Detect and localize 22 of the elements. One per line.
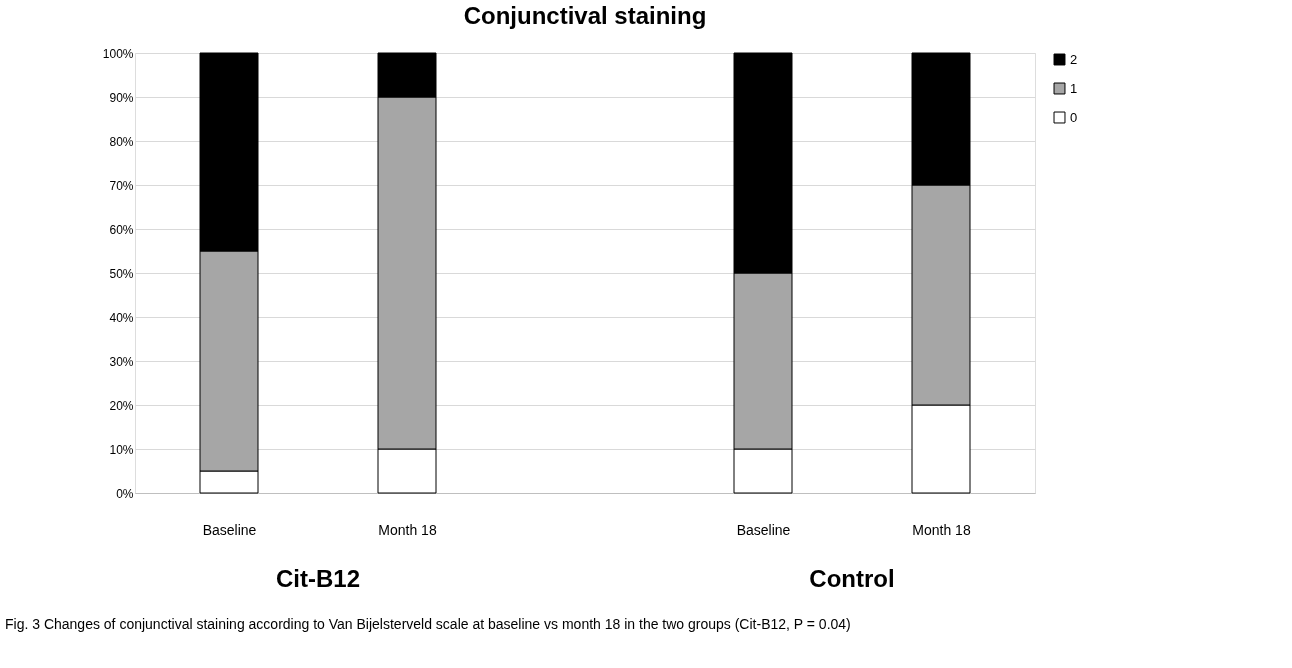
y-tick-label: 20%: [109, 398, 134, 413]
text: Cit-B12: [275, 565, 361, 592]
y-tick-label: 50%: [109, 266, 134, 281]
y-tick-label: 60%: [109, 222, 134, 237]
y-tick-label: 90%: [109, 90, 134, 105]
x-tick-label: Month 18: [912, 521, 971, 538]
x-tick-label: Baseline: [736, 521, 791, 538]
text: Control: [809, 565, 895, 592]
y-tick-label: 100%: [102, 46, 134, 61]
y-tick-label: 0%: [116, 486, 134, 501]
y-tick-label: 80%: [109, 134, 134, 149]
y-tick-label: 70%: [109, 178, 134, 193]
y-tick-label: 30%: [109, 354, 134, 369]
legend-label: 0: [1070, 109, 1078, 125]
x-tick-label: Month 18: [378, 521, 437, 538]
chart-title: Conjunctival staining: [463, 2, 707, 29]
y-tick-label: 10%: [109, 442, 134, 457]
caption: Fig. 3 Changes of conjunctival staining according to Van Bijelsterveld scale at baseline vs month 18 in the two groups (Cit-B12, P = 0.04): [5, 616, 851, 632]
x-tick-label: Baseline: [202, 521, 257, 538]
y-tick-label: 40%: [109, 310, 134, 325]
legend-label: 2: [1070, 51, 1078, 67]
legend-label: 1: [1070, 80, 1078, 96]
